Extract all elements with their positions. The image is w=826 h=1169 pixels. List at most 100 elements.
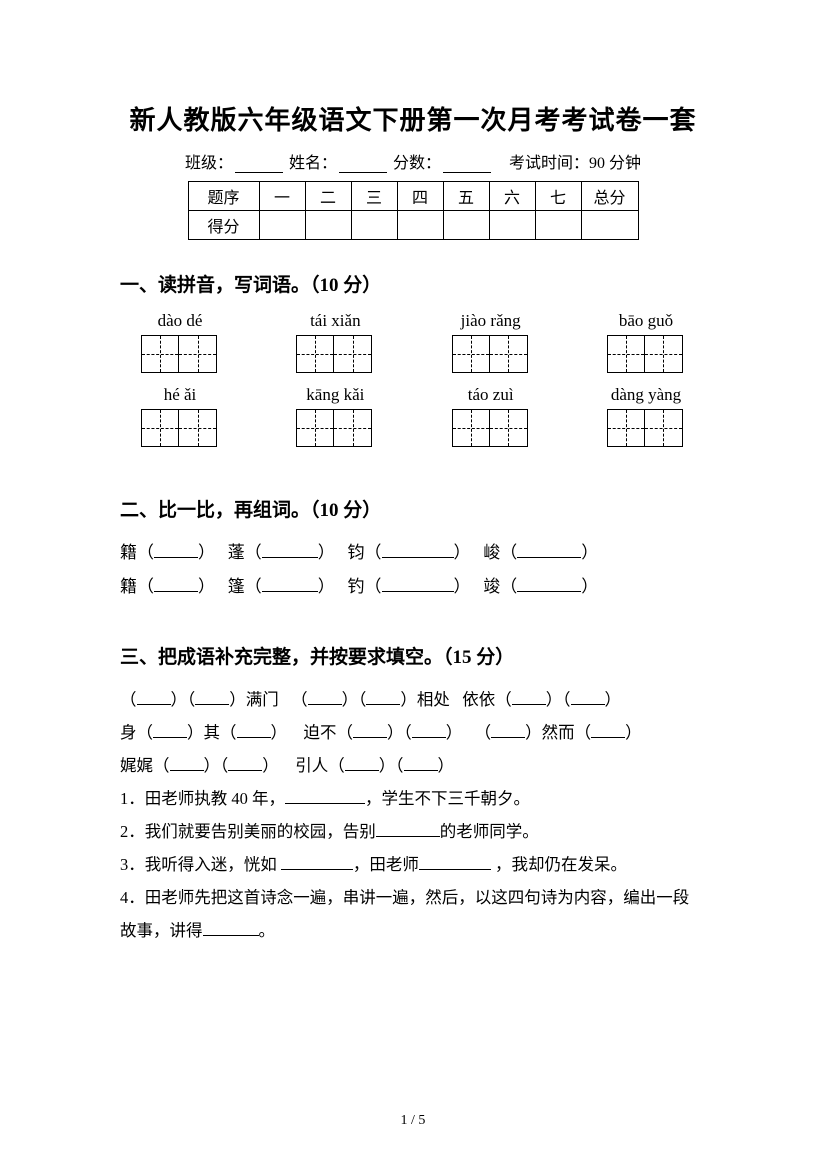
pinyin-cell: dàng yàng <box>586 385 706 451</box>
pinyin-text: kāng kǎi <box>275 385 395 405</box>
answer-blank[interactable] <box>154 543 198 558</box>
answer-blank[interactable] <box>512 690 546 705</box>
char: 籍 <box>120 543 137 562</box>
answer-blank[interactable] <box>366 690 400 705</box>
answer-blank[interactable] <box>412 723 446 738</box>
tianzi-grid[interactable] <box>141 409 219 447</box>
answer-blank[interactable] <box>228 756 262 771</box>
answer-blank[interactable] <box>517 543 581 558</box>
char: 籍 <box>120 577 137 596</box>
name-label: 姓名： <box>289 155 337 172</box>
answer-blank[interactable] <box>419 855 491 870</box>
char: 钧 <box>348 543 365 562</box>
txt: 相处 <box>417 690 450 709</box>
answer-blank[interactable] <box>137 690 171 705</box>
score-col-6: 六 <box>489 182 535 211</box>
class-label: 班级： <box>185 155 233 172</box>
pinyin-cell: jiào rǎng <box>431 311 551 377</box>
txt: 引人 <box>295 756 328 775</box>
tianzi-grid[interactable] <box>607 409 685 447</box>
pinyin-text: táo zuì <box>431 385 551 405</box>
txt: 其 <box>204 723 221 742</box>
char: 篷 <box>228 577 245 596</box>
char: 蓬 <box>228 543 245 562</box>
section3-body: （）（）满门 （）（）相处 依依（）（） 身（）其（） 迫不（）（） （）然而（… <box>120 683 706 947</box>
pinyin-cell: bāo guǒ <box>586 311 706 377</box>
answer-blank[interactable] <box>571 690 605 705</box>
txt: 满门 <box>246 690 279 709</box>
answer-blank[interactable] <box>308 690 342 705</box>
score-label: 分数： <box>393 155 441 172</box>
section3-heading: 三、把成语补充完整，并按要求填空。（15 分） <box>120 642 706 669</box>
answer-blank[interactable] <box>376 822 440 837</box>
answer-blank[interactable] <box>382 543 454 558</box>
answer-blank[interactable] <box>237 723 271 738</box>
answer-blank[interactable] <box>262 543 318 558</box>
txt: ，我却仍在发呆。 <box>491 855 627 874</box>
score-col-7: 七 <box>535 182 581 211</box>
score-row2-label: 得分 <box>188 211 259 240</box>
section2-heading: 二、比一比，再组词。（10 分） <box>120 495 706 522</box>
name-blank[interactable] <box>339 156 387 173</box>
score-col-5: 五 <box>443 182 489 211</box>
pinyin-text: jiào rǎng <box>431 311 551 331</box>
answer-blank[interactable] <box>591 723 625 738</box>
section1-heading: 一、读拼音，写词语。（10 分） <box>120 270 706 297</box>
txt: ，学生不下三千朝夕。 <box>365 789 530 808</box>
answer-blank[interactable] <box>154 577 198 592</box>
pinyin-cell: kāng kǎi <box>275 385 395 451</box>
tianzi-grid[interactable] <box>452 409 530 447</box>
answer-blank[interactable] <box>195 690 229 705</box>
score-cell[interactable] <box>489 211 535 240</box>
score-cell[interactable] <box>443 211 489 240</box>
class-blank[interactable] <box>235 156 283 173</box>
answer-blank[interactable] <box>517 577 581 592</box>
txt: 。 <box>259 921 276 940</box>
answer-blank[interactable] <box>491 723 525 738</box>
tianzi-grid[interactable] <box>141 335 219 373</box>
score-cell[interactable] <box>305 211 351 240</box>
score-header-cell: 题序 <box>188 182 259 211</box>
answer-blank[interactable] <box>170 756 204 771</box>
answer-blank[interactable] <box>353 723 387 738</box>
page-number: 1 / 5 <box>0 1113 826 1129</box>
tianzi-grid[interactable] <box>452 335 530 373</box>
pinyin-text: bāo guǒ <box>586 311 706 331</box>
answer-blank[interactable] <box>203 921 259 936</box>
page-title: 新人教版六年级语文下册第一次月考考试卷一套 <box>120 100 706 137</box>
pinyin-cell: dào dé <box>120 311 240 377</box>
tianzi-grid[interactable] <box>296 409 374 447</box>
txt: 娓娓 <box>120 756 153 775</box>
exam-page: 新人教版六年级语文下册第一次月考考试卷一套 班级： 姓名： 分数： 考试时间：9… <box>0 0 826 1169</box>
info-line: 班级： 姓名： 分数： 考试时间：90 分钟 <box>120 149 706 173</box>
answer-blank[interactable] <box>345 756 379 771</box>
answer-blank[interactable] <box>382 577 454 592</box>
score-blank[interactable] <box>443 156 491 173</box>
tianzi-grid[interactable] <box>607 335 685 373</box>
pinyin-cell: tái xiǎn <box>275 311 395 377</box>
answer-blank[interactable] <box>281 855 353 870</box>
char: 钓 <box>348 577 365 596</box>
pinyin-text: hé ǎi <box>120 385 240 405</box>
txt: 4．田老师先把这首诗念一遍，串讲一遍，然后，以这四句诗为内容，编出一段 <box>120 888 689 907</box>
section2-body: 籍（） 蓬（） 钧（） 峻（） 籍（） 篷（） 钓（） 竣（） <box>120 536 706 604</box>
answer-blank[interactable] <box>404 756 438 771</box>
txt: 2．我们就要告别美丽的校园，告别 <box>120 822 376 841</box>
pinyin-row-2: hé ǎi kāng kǎi táo zuì dàng yàng <box>120 385 706 451</box>
pinyin-text: dàng yàng <box>586 385 706 405</box>
pinyin-text: tái xiǎn <box>275 311 395 331</box>
score-col-1: 一 <box>259 182 305 211</box>
answer-blank[interactable] <box>262 577 318 592</box>
answer-blank[interactable] <box>153 723 187 738</box>
tianzi-grid[interactable] <box>296 335 374 373</box>
score-cell[interactable] <box>581 211 638 240</box>
txt: ，田老师 <box>353 855 419 874</box>
score-cell[interactable] <box>535 211 581 240</box>
score-cell[interactable] <box>351 211 397 240</box>
score-col-4: 四 <box>397 182 443 211</box>
txt: 迫不 <box>304 723 337 742</box>
score-col-3: 三 <box>351 182 397 211</box>
score-cell[interactable] <box>397 211 443 240</box>
answer-blank[interactable] <box>285 789 365 804</box>
score-cell[interactable] <box>259 211 305 240</box>
